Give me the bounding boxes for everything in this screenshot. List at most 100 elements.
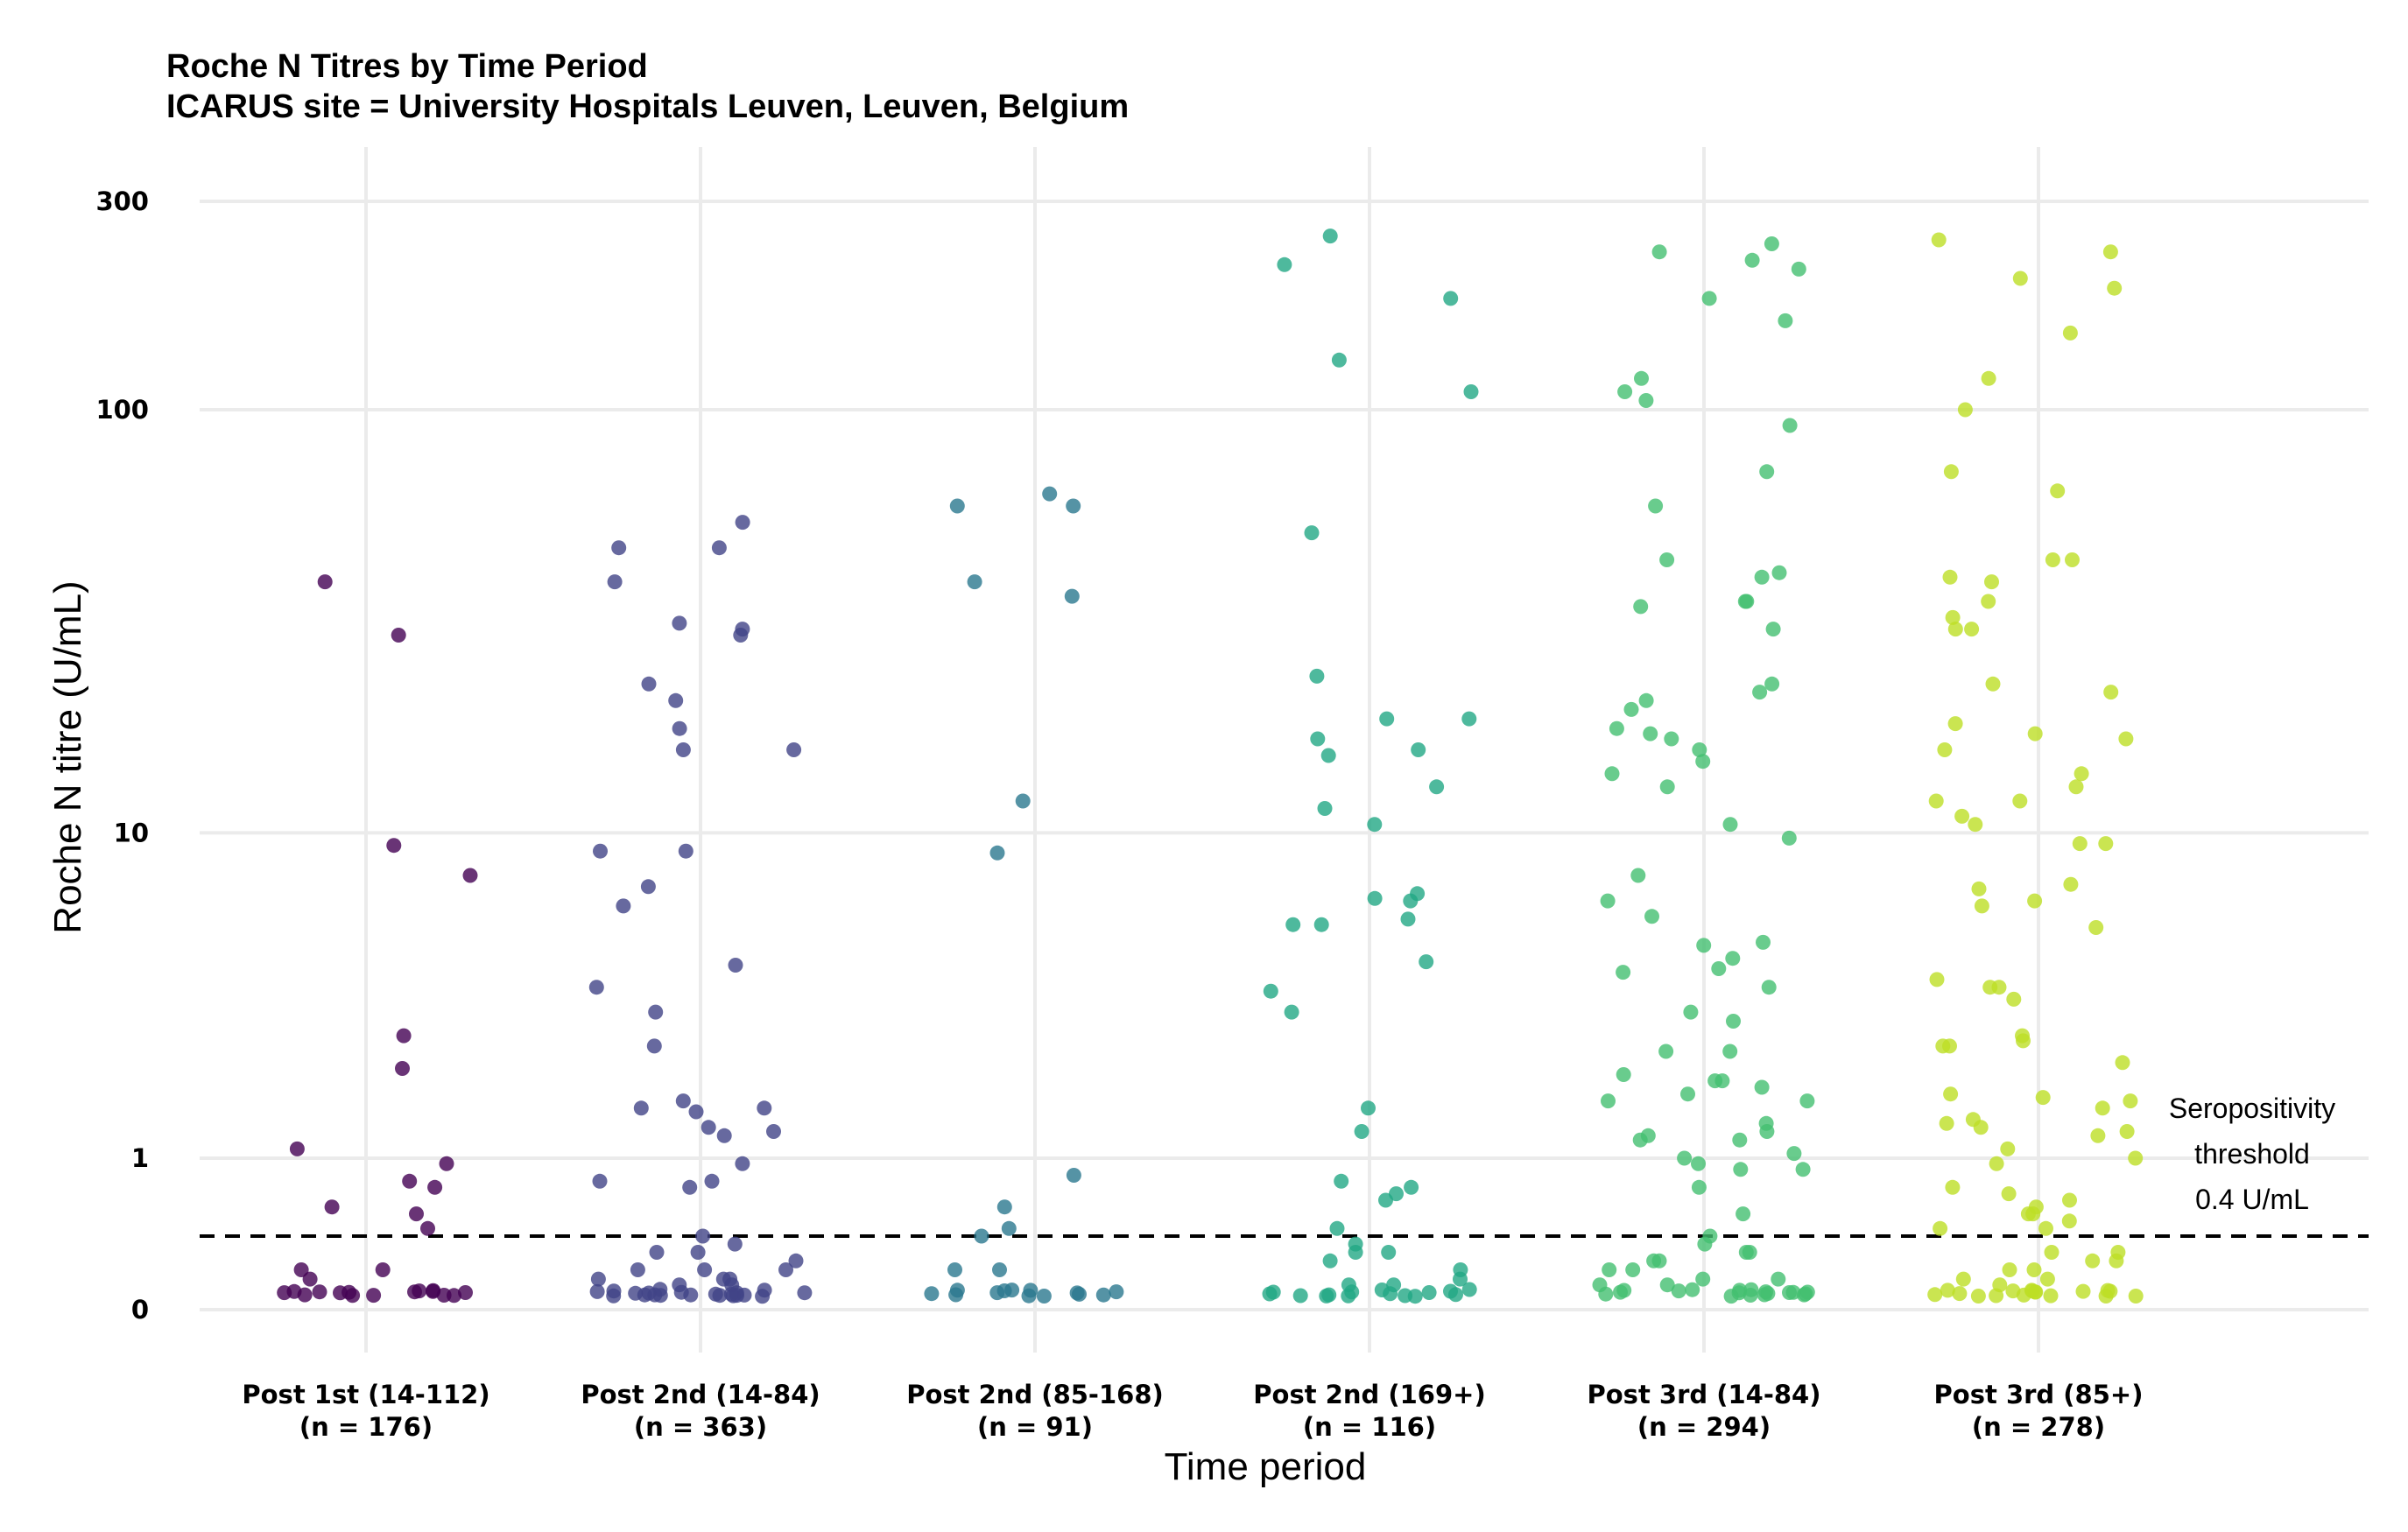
data-point [1643, 726, 1658, 741]
data-point [1927, 1287, 1943, 1303]
data-point [2123, 1093, 2138, 1109]
data-point [1066, 498, 1081, 514]
data-point [1361, 1100, 1376, 1116]
data-point [755, 1289, 771, 1304]
data-point [1664, 731, 1679, 747]
data-point [1756, 934, 1771, 950]
data-point [1277, 257, 1292, 272]
data-point [2090, 1128, 2106, 1143]
data-point [630, 1262, 645, 1277]
threshold-label: threshold [2194, 1138, 2310, 1170]
data-point [1771, 1271, 1786, 1287]
data-point [286, 1283, 302, 1299]
data-point [1933, 1220, 1948, 1236]
data-point [1634, 370, 1649, 386]
data-point [1304, 525, 1320, 541]
data-point [1644, 909, 1659, 924]
data-point [1616, 1283, 1632, 1298]
x-tick-label: Post 2nd (169+) [1253, 1380, 1485, 1409]
data-point [675, 1093, 691, 1109]
data-point [682, 1179, 698, 1195]
data-point [1691, 1179, 1707, 1195]
data-point [1292, 1288, 1308, 1304]
data-point [1937, 742, 1953, 757]
data-point [1984, 574, 1999, 590]
data-point [2001, 1186, 2017, 1202]
grid [200, 147, 2369, 1353]
data-point [766, 1124, 781, 1139]
data-point [1744, 252, 1760, 268]
data-point [1945, 1179, 1961, 1195]
data-point [1968, 817, 1983, 833]
data-point [1329, 1220, 1345, 1236]
data-point [2103, 685, 2119, 700]
data-point [2050, 483, 2066, 499]
data-point [1064, 588, 1080, 604]
data-point [427, 1179, 443, 1195]
data-point [688, 1104, 704, 1120]
data-point [1320, 748, 1336, 763]
data-point [2128, 1289, 2144, 1304]
x-tick-count: (n = 363) [634, 1412, 767, 1442]
data-point [672, 720, 687, 736]
x-axis-title: Time period [1165, 1445, 1367, 1488]
data-point [1761, 980, 1777, 995]
data-point [1616, 1067, 1631, 1082]
data-point [1722, 817, 1738, 833]
data-point [1404, 1179, 1419, 1195]
data-point [1354, 1124, 1369, 1139]
data-point [1764, 676, 1780, 692]
data-point [641, 676, 657, 692]
x-tick-label: Post 2nd (85-168) [906, 1380, 1164, 1409]
data-point [757, 1100, 772, 1116]
data-point [1109, 1284, 1124, 1300]
x-axis-ticks: Post 1st (14-112) (n = 176) Post 2nd (14-8… [242, 1380, 2143, 1442]
data-point [948, 1287, 964, 1303]
data-point [1313, 917, 1329, 932]
data-point [1284, 1004, 1299, 1020]
data-point [1036, 1289, 1052, 1304]
data-point [589, 1283, 605, 1299]
data-point [646, 1038, 662, 1054]
data-point [1732, 1132, 1748, 1148]
data-point [788, 1253, 804, 1268]
data-point [1974, 898, 1989, 914]
data-point [1598, 1286, 1614, 1302]
data-point [924, 1286, 940, 1302]
data-point [735, 1156, 750, 1171]
data-point [727, 1236, 743, 1252]
x-tick-count: (n = 294) [1637, 1412, 1771, 1442]
data-point [668, 692, 684, 708]
data-point [1929, 972, 1945, 987]
data-point [2012, 793, 2028, 809]
data-point [375, 1262, 391, 1277]
data-point [1659, 779, 1675, 795]
data-point [462, 868, 478, 883]
data-point [1285, 917, 1301, 932]
data-point [2068, 779, 2084, 795]
data-point [1955, 1271, 1971, 1287]
data-point [1943, 1086, 1959, 1102]
data-point [1658, 1044, 1674, 1059]
data-point [728, 958, 743, 973]
chart-subtitle: ICARUS site = University Hospitals Leuve… [166, 88, 1129, 125]
data-point [673, 1284, 689, 1300]
data-point [2085, 1253, 2101, 1268]
y-tick-label: 100 [95, 395, 149, 425]
data-point [1991, 980, 2007, 995]
data-point [1791, 261, 1806, 277]
data-point [1617, 384, 1633, 399]
data-point [2005, 1283, 2021, 1299]
data-point [2012, 271, 2028, 286]
data-point [1957, 402, 1973, 418]
data-point [1609, 720, 1624, 736]
data-point [1677, 1150, 1693, 1166]
data-point [633, 1100, 649, 1116]
data-point [711, 540, 727, 556]
x-tick-count: (n = 91) [977, 1412, 1093, 1442]
data-point [1066, 1168, 1081, 1183]
data-point [1321, 1287, 1337, 1303]
data-point [1692, 742, 1707, 757]
data-point [678, 843, 694, 859]
data-point [797, 1285, 813, 1301]
